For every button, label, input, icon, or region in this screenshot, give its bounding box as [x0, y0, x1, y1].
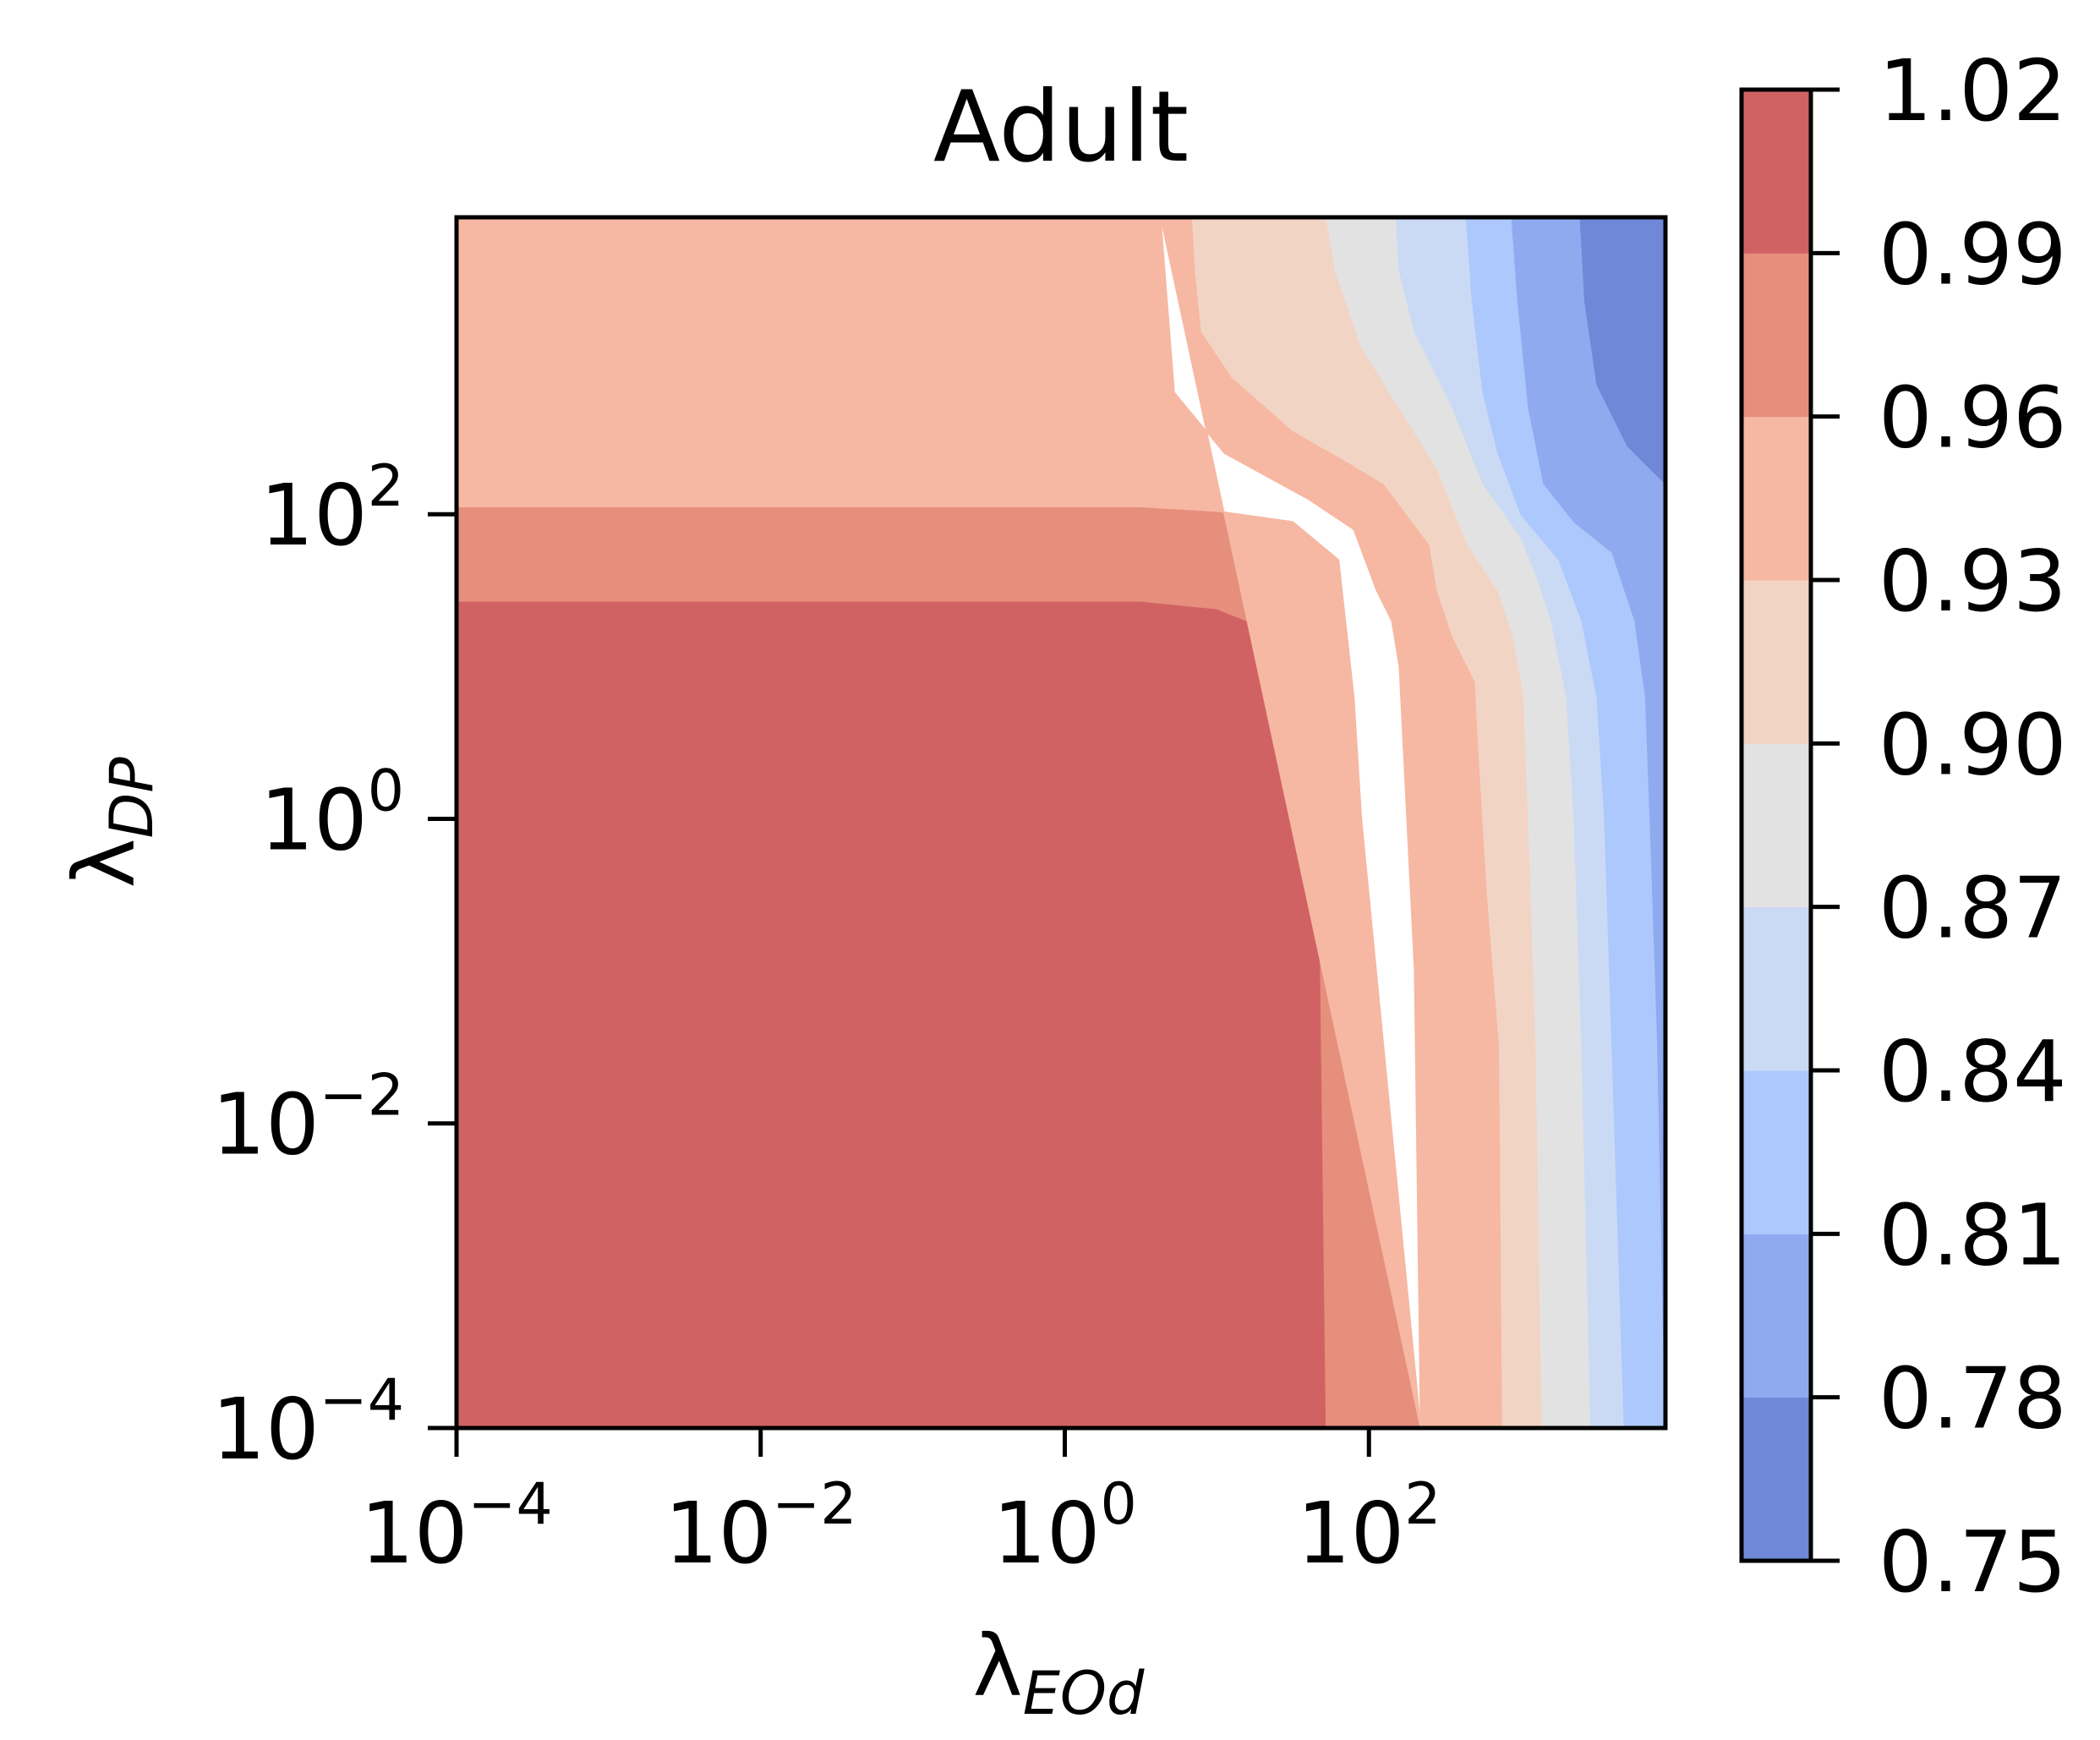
y-tick-label: 10−2	[212, 1063, 405, 1174]
colorbar-tick-label: 0.84	[1879, 1022, 2067, 1121]
x-axis-label: λEOd	[973, 1617, 1146, 1728]
colorbar-band	[1742, 1234, 1811, 1398]
colorbar-tick-label: 0.96	[1879, 369, 2067, 468]
colorbar-tick-label: 1.02	[1879, 41, 2067, 140]
contour-regions	[457, 217, 1665, 1428]
colorbar: 0.75 0.78 0.81 0.84 0.87 0.90 0.93 0.96 0.99 1.02	[1739, 41, 2067, 1611]
colorbar-tick-label: 0.87	[1879, 859, 2067, 958]
chart-title: Adult	[933, 70, 1189, 184]
x-tick-label: 10−2	[664, 1471, 857, 1583]
plot-frame	[454, 215, 1668, 1431]
y-tick-label: 100	[260, 758, 404, 869]
y-axis-label-subscript: DP	[97, 757, 167, 839]
colorbar-frame	[1739, 87, 1813, 1563]
colorbar-tick-label: 0.81	[1879, 1185, 2067, 1284]
colorbar-tick-label: 0.75	[1879, 1513, 2067, 1611]
colorbar-tick-label: 0.78	[1879, 1349, 2067, 1448]
contour-region-0.99-1.02	[457, 600, 1327, 1428]
colorbar-band	[1742, 416, 1811, 581]
x-tick-label: 100	[993, 1471, 1137, 1583]
colorbar-tick-label: 0.90	[1879, 695, 2067, 794]
x-axis-label-symbol: λ	[973, 1617, 1023, 1715]
colorbar-band	[1742, 90, 1811, 254]
colorbar-tick-label: 0.93	[1879, 532, 2067, 631]
colorbar-tick-label: 0.99	[1879, 205, 2067, 304]
x-tick-label: 10−4	[360, 1471, 553, 1583]
colorbar-band	[1742, 906, 1811, 1071]
colorbar-band	[1742, 580, 1811, 744]
y-axis-label: λDP	[55, 757, 167, 889]
x-axis-ticks: 10−4 10−2 100 102	[360, 1428, 1441, 1583]
colorbar-band	[1742, 1070, 1811, 1234]
x-axis-label-subscript: EOd	[1023, 1659, 1145, 1728]
y-tick-label: 10−4	[212, 1367, 405, 1479]
y-axis-ticks: 10−4 10−2 100 102	[212, 453, 457, 1479]
y-axis-label-symbol: λ	[55, 838, 154, 888]
y-tick-label: 102	[260, 453, 404, 565]
colorbar-band	[1742, 1397, 1811, 1562]
colorbar-band	[1742, 743, 1811, 908]
colorbar-band	[1742, 253, 1811, 418]
x-tick-label: 102	[1297, 1471, 1441, 1583]
contour-region-0.75-0.78	[1579, 217, 1665, 485]
